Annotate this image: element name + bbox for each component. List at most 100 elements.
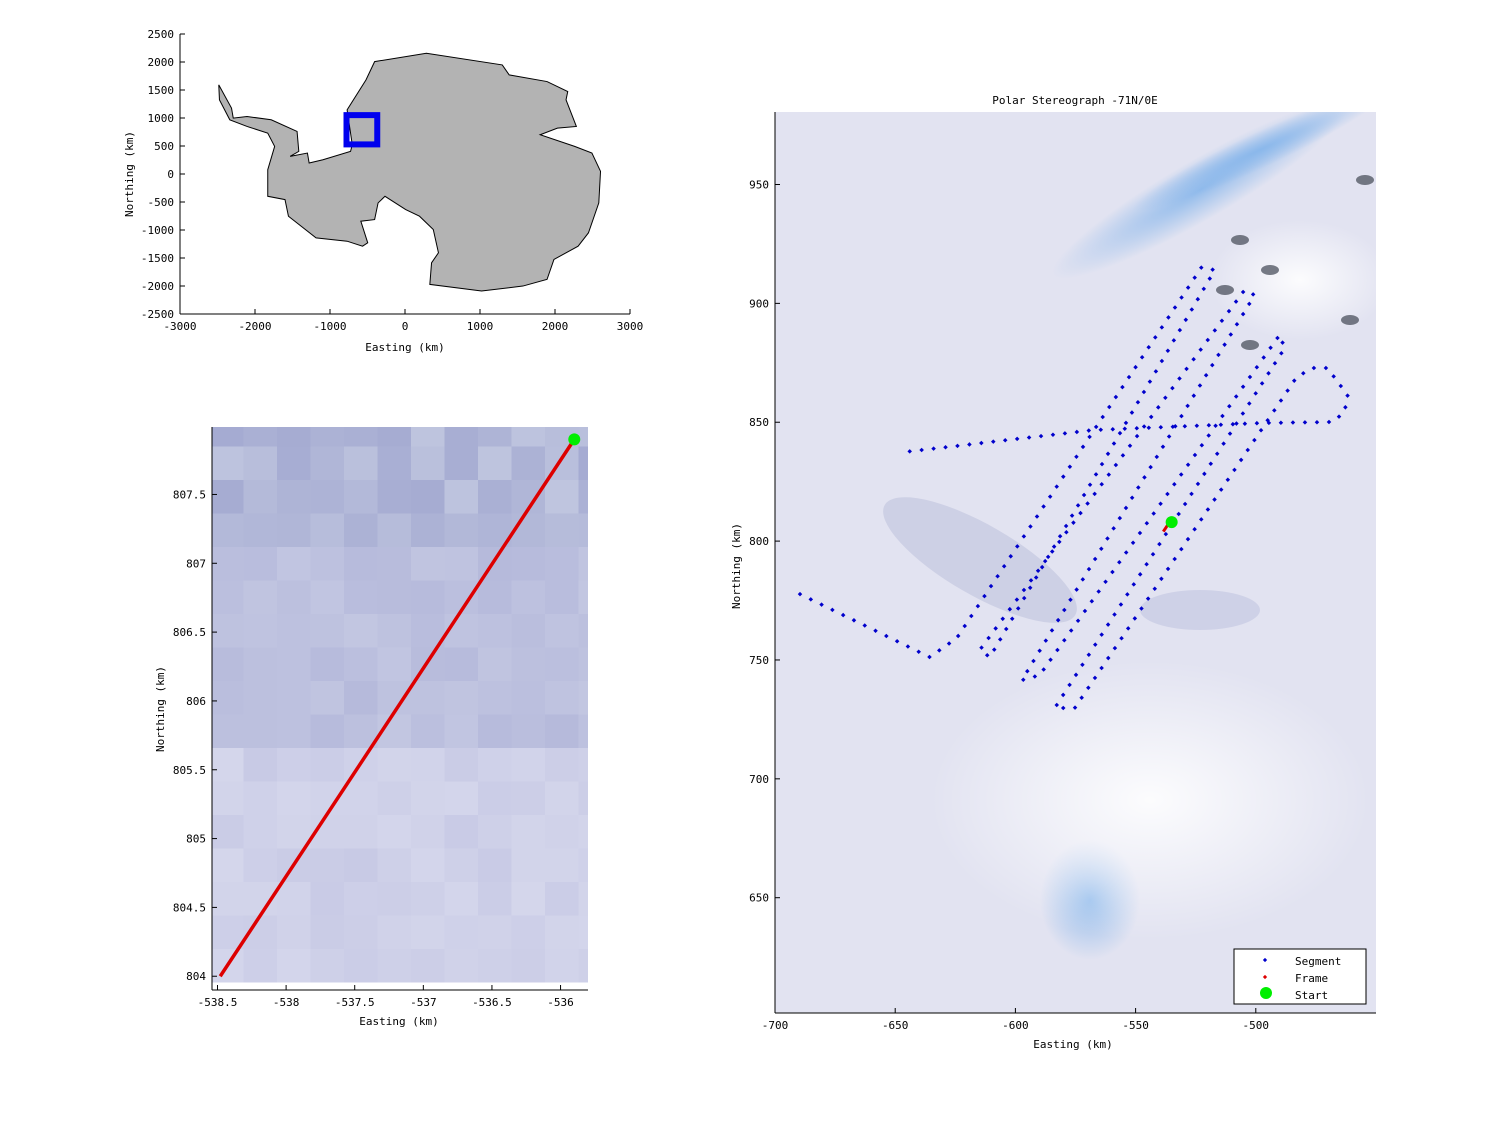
segment-point bbox=[1141, 424, 1147, 429]
segment-point bbox=[931, 446, 936, 451]
y-tick-label: 650 bbox=[749, 892, 769, 905]
segment-point bbox=[1261, 355, 1266, 360]
segment-point bbox=[1195, 481, 1201, 487]
imagery-pixel bbox=[511, 949, 545, 983]
segment-point bbox=[1139, 606, 1144, 611]
imagery-pixel bbox=[578, 427, 588, 447]
y-tick-label: 807.5 bbox=[173, 488, 206, 501]
imagery-pixel bbox=[243, 427, 277, 447]
imagery-pixel bbox=[212, 681, 244, 715]
rock-outcrop bbox=[1356, 175, 1374, 185]
legend-segment-label: Segment bbox=[1295, 955, 1341, 968]
segment-point bbox=[1025, 668, 1030, 674]
segment-point bbox=[1285, 388, 1290, 393]
segment-point bbox=[1079, 695, 1084, 700]
segment-point bbox=[1198, 347, 1203, 352]
start-marker bbox=[568, 433, 581, 446]
segment-point bbox=[1093, 472, 1099, 477]
imagery-pixel bbox=[243, 446, 277, 480]
y-tick-label: 1000 bbox=[148, 112, 175, 125]
segment-point bbox=[1228, 332, 1234, 337]
segment-point bbox=[1106, 472, 1112, 477]
snow-surface bbox=[930, 660, 1370, 940]
segment-point bbox=[1136, 485, 1141, 490]
imagery-pixel bbox=[444, 949, 478, 983]
segment-point bbox=[1126, 374, 1132, 380]
segment-point bbox=[1123, 550, 1129, 555]
segment-point bbox=[1146, 345, 1151, 350]
segment-point bbox=[1092, 491, 1097, 497]
segment-point bbox=[1055, 617, 1061, 623]
imagery-pixel bbox=[411, 427, 445, 447]
segment-point bbox=[1107, 404, 1112, 410]
imagery-pixel bbox=[344, 714, 378, 748]
imagery-pixel bbox=[511, 848, 545, 882]
imagery-pixel bbox=[478, 446, 512, 480]
x-tick-label: -2000 bbox=[238, 320, 271, 333]
y-tick-label: 2500 bbox=[148, 28, 175, 41]
segment-point bbox=[1278, 420, 1284, 425]
segment-point bbox=[1038, 433, 1044, 439]
segment-point bbox=[919, 447, 924, 453]
segment-point bbox=[1068, 628, 1074, 633]
imagery-pixel bbox=[277, 647, 311, 681]
imagery-pixel bbox=[411, 882, 445, 916]
x-tick-label: -536.5 bbox=[472, 996, 512, 1009]
overview-ylabel: Northing (km) bbox=[123, 131, 136, 217]
imagery-pixel bbox=[243, 513, 277, 547]
x-tick-label: -700 bbox=[762, 1019, 789, 1032]
imagery-pixel bbox=[344, 647, 378, 681]
imagery-pixel bbox=[411, 848, 445, 882]
segment-point bbox=[1191, 356, 1196, 362]
segment-point bbox=[1096, 589, 1101, 594]
segment-point bbox=[1085, 501, 1090, 506]
segment-point bbox=[1159, 325, 1165, 330]
imagery-pixel bbox=[444, 781, 478, 815]
segment-point bbox=[1119, 635, 1124, 641]
legend-start-marker bbox=[1260, 987, 1272, 999]
imagery-pixel bbox=[578, 915, 588, 949]
imagery-pixel bbox=[344, 949, 378, 983]
imagery-pixel bbox=[377, 848, 411, 882]
imagery-pixel bbox=[578, 547, 588, 581]
imagery-pixel bbox=[444, 748, 478, 782]
segment-point bbox=[1227, 404, 1232, 409]
segment-point bbox=[1212, 328, 1218, 333]
imagery-pixel bbox=[444, 848, 478, 882]
segment-point bbox=[1014, 436, 1020, 442]
segment-point bbox=[1323, 365, 1329, 371]
imagery-pixel bbox=[212, 915, 244, 949]
segment-point bbox=[1159, 358, 1165, 364]
imagery-pixel bbox=[545, 614, 579, 648]
imagery-pixel bbox=[377, 815, 411, 849]
segment-point bbox=[1189, 491, 1194, 497]
segment-point bbox=[1027, 585, 1033, 591]
segment-point bbox=[1055, 647, 1060, 653]
segment-point bbox=[1069, 513, 1075, 518]
imagery-pixel bbox=[578, 949, 588, 983]
crevasse-field bbox=[883, 497, 1077, 623]
y-tick-label: 800 bbox=[749, 535, 769, 548]
flight-map-ylabel: Northing (km) bbox=[730, 523, 743, 609]
frame-zoom-axes: Easting (km) Northing (km) -538.5 -538 -53… bbox=[154, 427, 588, 1028]
segment-point bbox=[1086, 685, 1091, 691]
segment-point bbox=[1110, 569, 1115, 575]
segment-point bbox=[1233, 394, 1239, 399]
segment-point bbox=[979, 645, 984, 650]
imagery-pixel bbox=[444, 915, 478, 949]
y-tick-label: -2000 bbox=[141, 280, 174, 293]
imagery-pixel bbox=[411, 480, 445, 514]
segment-point bbox=[1142, 475, 1147, 480]
imagery-pixel bbox=[411, 949, 445, 983]
imagery-pixel bbox=[478, 915, 512, 949]
imagery-pixel bbox=[310, 480, 344, 514]
segment-point bbox=[907, 449, 912, 454]
imagery-pixel bbox=[444, 547, 478, 581]
segment-point bbox=[1212, 497, 1217, 502]
segment-point bbox=[1216, 352, 1221, 358]
imagery-pixel bbox=[212, 513, 244, 547]
imagery-pixel bbox=[212, 427, 244, 447]
imagery-pixel bbox=[243, 815, 277, 849]
segment-point bbox=[862, 623, 868, 628]
